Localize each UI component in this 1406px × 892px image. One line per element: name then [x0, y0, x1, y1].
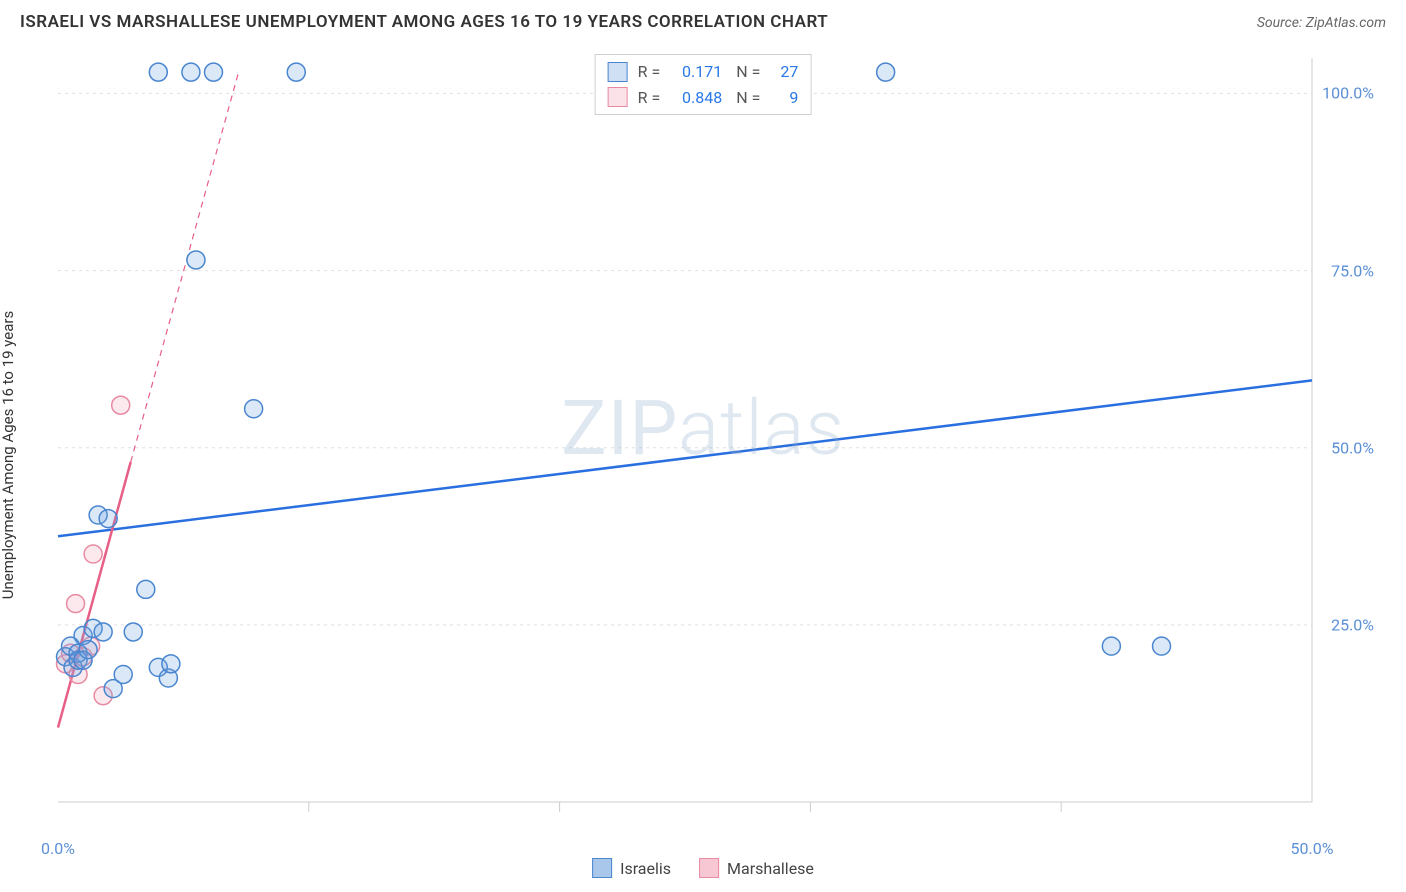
legend-item-marshallese: Marshallese	[699, 858, 814, 878]
legend-swatch-israelis	[592, 858, 612, 878]
source-label: Source: ZipAtlas.com	[1257, 15, 1386, 31]
stats-n-label: N =	[732, 59, 760, 85]
stats-n-label-2: N =	[732, 85, 760, 111]
y-tick-label: 75.0%	[1331, 261, 1374, 280]
legend-label-marshallese: Marshallese	[727, 859, 814, 878]
swatch-marshallese	[608, 87, 628, 107]
stats-r-value-marshallese: 0.848	[670, 85, 722, 111]
stats-n-value-israelis: 27	[770, 59, 798, 85]
bottom-legend: Israelis Marshallese	[592, 858, 814, 878]
legend-swatch-marshallese	[699, 858, 719, 878]
chart-plot-area: 25.0% 50.0% 75.0% 100.0%	[48, 48, 1382, 832]
x-tick-label: 50.0%	[1291, 839, 1334, 858]
legend-label-israelis: Israelis	[620, 859, 671, 878]
x-tick-label: 0.0%	[41, 839, 75, 858]
swatch-israelis	[608, 62, 628, 82]
scatter-chart	[48, 48, 1382, 832]
stats-r-value-israelis: 0.171	[670, 59, 722, 85]
stats-r-label: R =	[638, 59, 661, 85]
chart-title: ISRAELI VS MARSHALLESE UNEMPLOYMENT AMON…	[20, 12, 828, 32]
y-tick-label: 100.0%	[1322, 84, 1374, 103]
stats-row-israelis: R = 0.171 N = 27	[608, 59, 799, 85]
y-tick-label: 25.0%	[1331, 615, 1374, 634]
stats-n-value-marshallese: 9	[770, 85, 798, 111]
stats-legend-box: R = 0.171 N = 27 R = 0.848 N = 9	[595, 54, 812, 115]
stats-row-marshallese: R = 0.848 N = 9	[608, 85, 799, 111]
y-axis-label: Unemployment Among Ages 16 to 19 years	[0, 311, 17, 599]
y-tick-label: 50.0%	[1331, 438, 1374, 457]
legend-item-israelis: Israelis	[592, 858, 671, 878]
stats-r-label-2: R =	[638, 85, 661, 111]
